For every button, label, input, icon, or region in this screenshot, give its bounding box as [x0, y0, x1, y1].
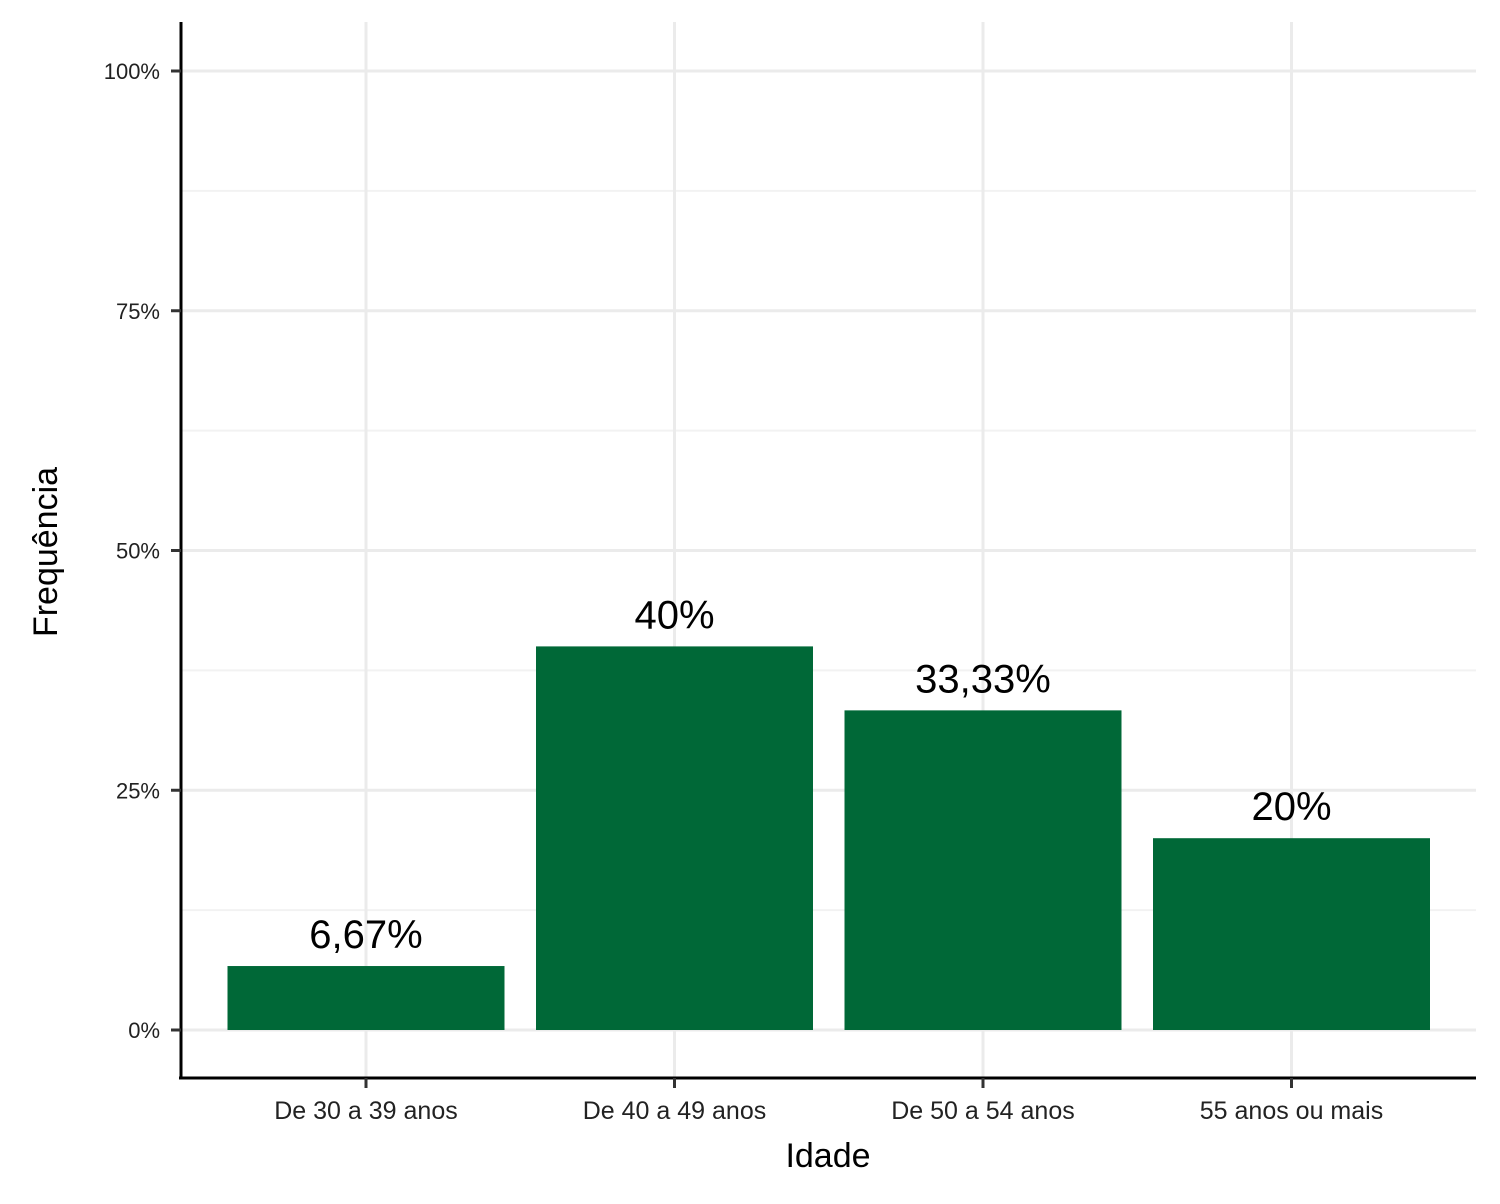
bar-value-label: 20% — [1251, 785, 1331, 829]
bar-value-label: 33,33% — [915, 657, 1051, 701]
x-tick-label: De 40 a 49 anos — [583, 1097, 766, 1125]
bars — [227, 646, 1430, 1030]
bar-value-label: 6,67% — [309, 913, 422, 957]
bar — [227, 966, 505, 1030]
x-tick-label: 55 anos ou mais — [1200, 1097, 1383, 1125]
y-tick-label: 25% — [116, 778, 160, 803]
x-axis-title: Idade — [785, 1137, 870, 1175]
y-axis-title: Frequência — [27, 467, 65, 637]
bar-value-label: 40% — [634, 593, 714, 637]
y-tick-label: 100% — [104, 59, 160, 84]
y-tick-label: 0% — [128, 1018, 160, 1043]
y-tick-label: 75% — [116, 299, 160, 324]
y-tick-label: 50% — [116, 539, 160, 564]
x-axis-ticks: De 30 a 39 anos De 40 a 49 anos De 50 a 54… — [274, 1078, 1383, 1125]
y-axis-ticks: 0% 25% 50% 75% 100% — [104, 59, 181, 1043]
bar — [844, 710, 1122, 1030]
x-tick-label: De 30 a 39 anos — [274, 1097, 457, 1125]
bar — [1153, 838, 1430, 1030]
data-labels: 6,67% 40% 33,33% 20% — [309, 593, 1331, 957]
bar — [536, 646, 813, 1030]
x-tick-label: De 50 a 54 anos — [891, 1097, 1074, 1125]
